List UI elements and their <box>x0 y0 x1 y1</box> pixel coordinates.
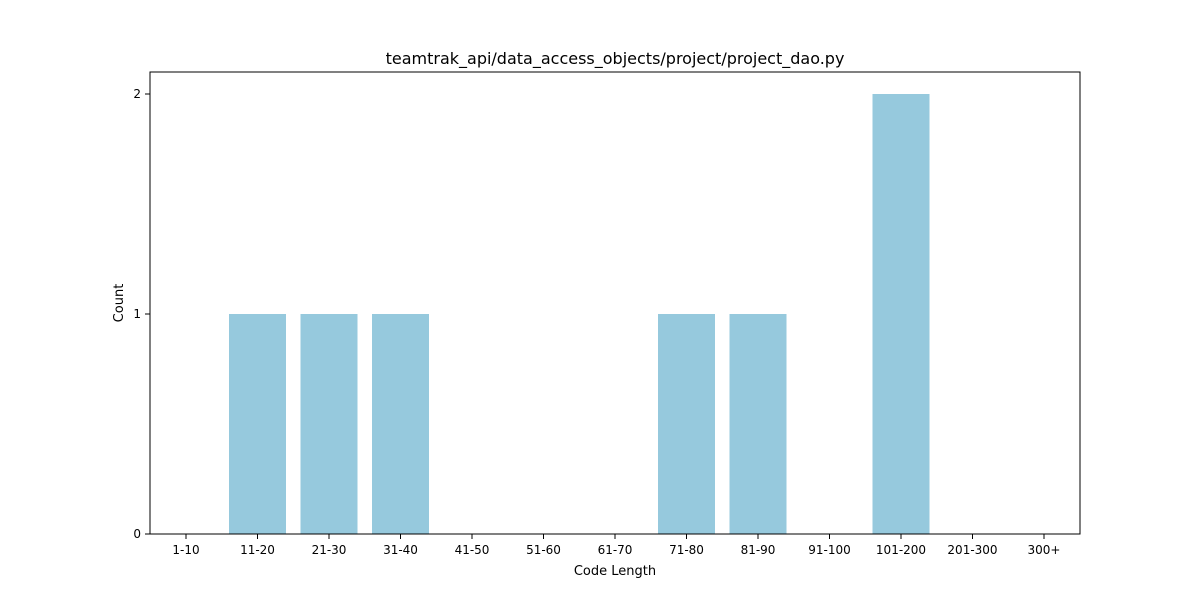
bars-layer <box>229 94 930 534</box>
bar-101-200 <box>872 94 930 534</box>
x-tick-label: 101-200 <box>876 543 926 557</box>
bar-31-40 <box>372 314 429 534</box>
x-tick-label: 1-10 <box>172 543 199 557</box>
x-axis: 1-10 11-20 21-30 31-40 41-50 51-60 61-70 71-80 8… <box>172 534 1060 557</box>
y-tick-label: 2 <box>133 87 141 101</box>
y-tick-label: 0 <box>133 527 141 541</box>
x-tick-label: 201-300 <box>947 543 997 557</box>
x-tick-label: 61-70 <box>598 543 633 557</box>
bar-71-80 <box>658 314 715 534</box>
x-tick-label: 81-90 <box>741 543 776 557</box>
bar-21-30 <box>300 314 358 534</box>
y-axis-label: Count <box>112 284 127 323</box>
x-tick-label: 300+ <box>1028 543 1061 557</box>
x-tick-label: 31-40 <box>383 543 418 557</box>
x-tick-label: 91-100 <box>808 543 851 557</box>
x-axis-label: Code Length <box>574 564 656 579</box>
bar-11-20 <box>229 314 286 534</box>
chart-title: teamtrak_api/data_access_objects/project… <box>386 49 845 69</box>
x-tick-label: 71-80 <box>669 543 704 557</box>
plot-frame <box>149 71 1081 535</box>
bar-81-90 <box>729 314 787 534</box>
x-tick-label: 51-60 <box>526 543 561 557</box>
x-tick-label: 41-50 <box>455 543 490 557</box>
y-tick-label: 1 <box>133 307 141 321</box>
x-tick-label: 11-20 <box>240 543 275 557</box>
x-tick-label: 21-30 <box>312 543 347 557</box>
y-axis: 0 1 2 <box>133 87 150 541</box>
